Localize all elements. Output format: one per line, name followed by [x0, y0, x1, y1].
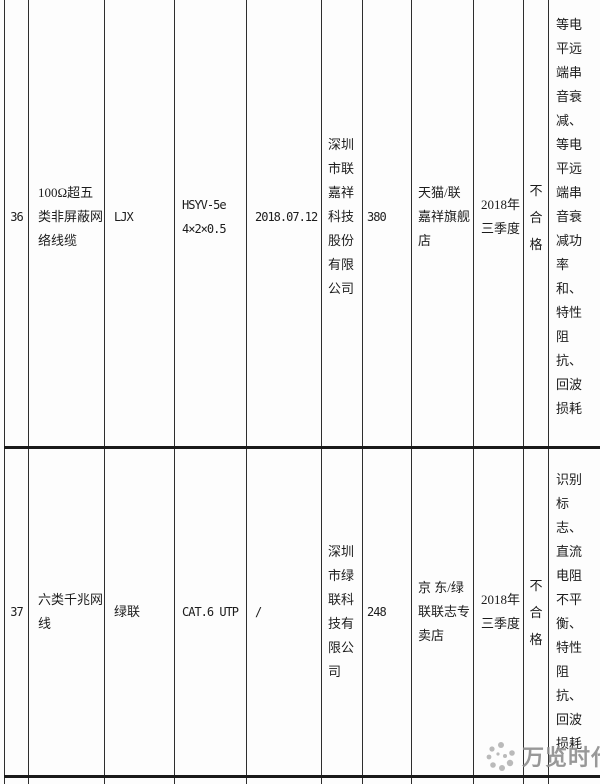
cell-store: 京 东/绿 联联志专 卖店: [411, 446, 474, 777]
cell-model-spec: CAT.6 UTP: [174, 446, 247, 777]
cell-manufacturer: 深圳 市联 嘉祥 科技 股份 有限 公司: [321, 0, 363, 448]
cell-result: 不 合 格: [523, 446, 549, 777]
cell-empty: [246, 775, 322, 784]
cell-defect-items: 识别 标 志、 直流 电阻 不平 衡、 特性 阻 抗、 回波 损耗: [548, 446, 600, 777]
cell-empty: [4, 775, 29, 784]
cell-product-name: 100Ω超五 类非屏蔽网 络线缆: [28, 0, 105, 448]
cell-model-spec: HSYV-5e 4×2×0.5: [174, 0, 247, 448]
cell-empty: [473, 775, 524, 784]
cell-product-name: 六类千兆网 线: [28, 446, 105, 777]
table-row-partial: [4, 775, 600, 784]
cell-empty: [411, 775, 474, 784]
cell-production-date: /: [246, 446, 322, 777]
cell-row-number: 36: [4, 0, 29, 448]
cell-empty: [321, 775, 363, 784]
cell-empty: [523, 775, 549, 784]
cell-empty: [174, 775, 247, 784]
cell-defect-items: 等电 平远 端串 音衰 减、 等电 平远 端串 音衰 减功 率 和、 特性 阻 …: [548, 0, 600, 448]
cell-brand: 绿联: [104, 446, 175, 777]
cell-quarter: 2018年 三季度: [473, 446, 524, 777]
cell-price: 248: [362, 446, 412, 777]
cell-quarter: 2018年 三季度: [473, 0, 524, 448]
inspection-results-table: 36 100Ω超五 类非屏蔽网 络线缆 LJX HSYV-5e 4×2×0.5 …: [4, 0, 600, 784]
table-row: 37 六类千兆网 线 绿联 CAT.6 UTP / 深圳 市绿 联科 技有 限公…: [4, 446, 600, 777]
cell-empty: [548, 775, 600, 784]
cell-brand: LJX: [104, 0, 175, 448]
cell-store: 天猫/联 嘉祥旗舰 店: [411, 0, 474, 448]
cell-empty: [104, 775, 175, 784]
cell-production-date: 2018.07.12: [246, 0, 322, 448]
cell-result: 不 合 格: [523, 0, 549, 448]
cell-row-number: 37: [4, 446, 29, 777]
table-row: 36 100Ω超五 类非屏蔽网 络线缆 LJX HSYV-5e 4×2×0.5 …: [4, 0, 600, 448]
cell-manufacturer: 深圳 市绿 联科 技有 限公 司: [321, 446, 363, 777]
cell-empty: [28, 775, 105, 784]
cell-empty: [362, 775, 412, 784]
cell-price: 380: [362, 0, 412, 448]
